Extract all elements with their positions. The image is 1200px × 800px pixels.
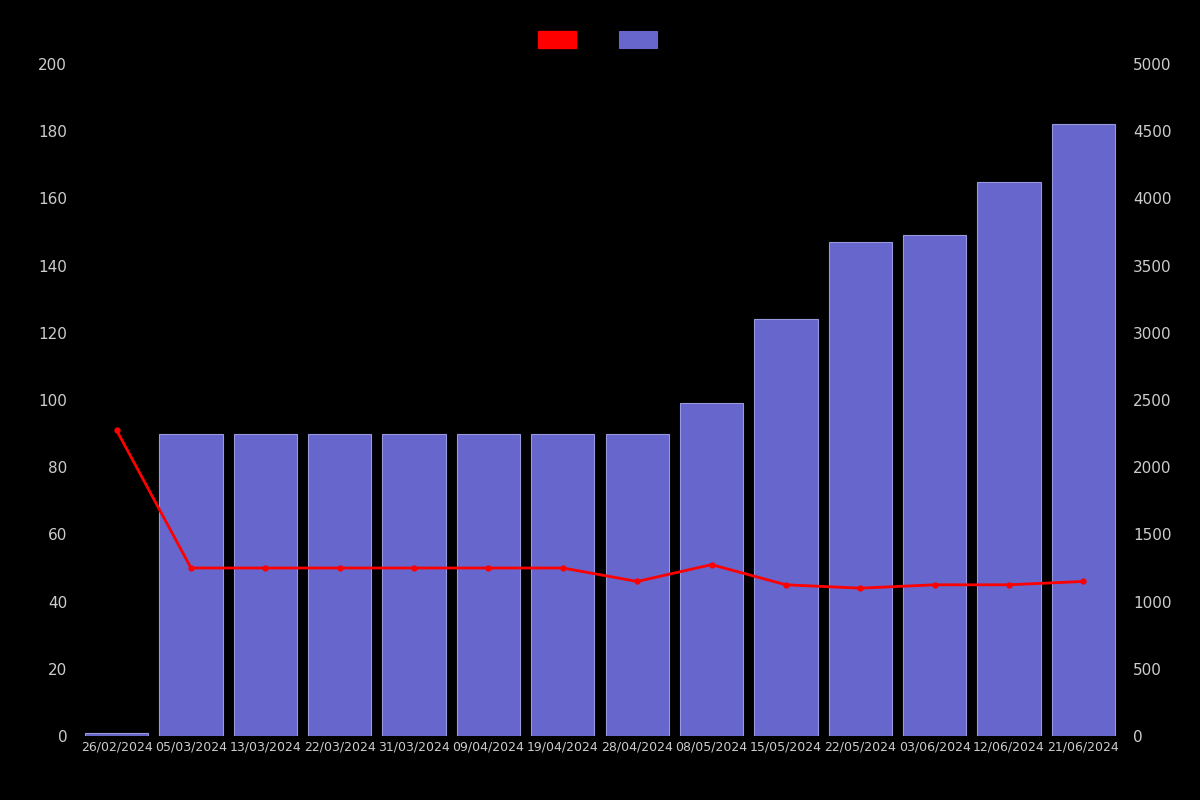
Bar	[308, 434, 371, 736]
Bar	[606, 434, 668, 736]
Bar	[85, 733, 149, 736]
Bar	[978, 182, 1040, 736]
Bar	[457, 434, 520, 736]
Bar	[1051, 125, 1115, 736]
Bar	[160, 434, 222, 736]
Bar	[383, 434, 445, 736]
Bar	[234, 434, 296, 736]
Bar	[904, 235, 966, 736]
Bar	[829, 242, 892, 736]
Bar	[680, 403, 743, 736]
Bar	[532, 434, 594, 736]
Bar	[755, 319, 817, 736]
Legend: , : ,	[532, 25, 668, 54]
